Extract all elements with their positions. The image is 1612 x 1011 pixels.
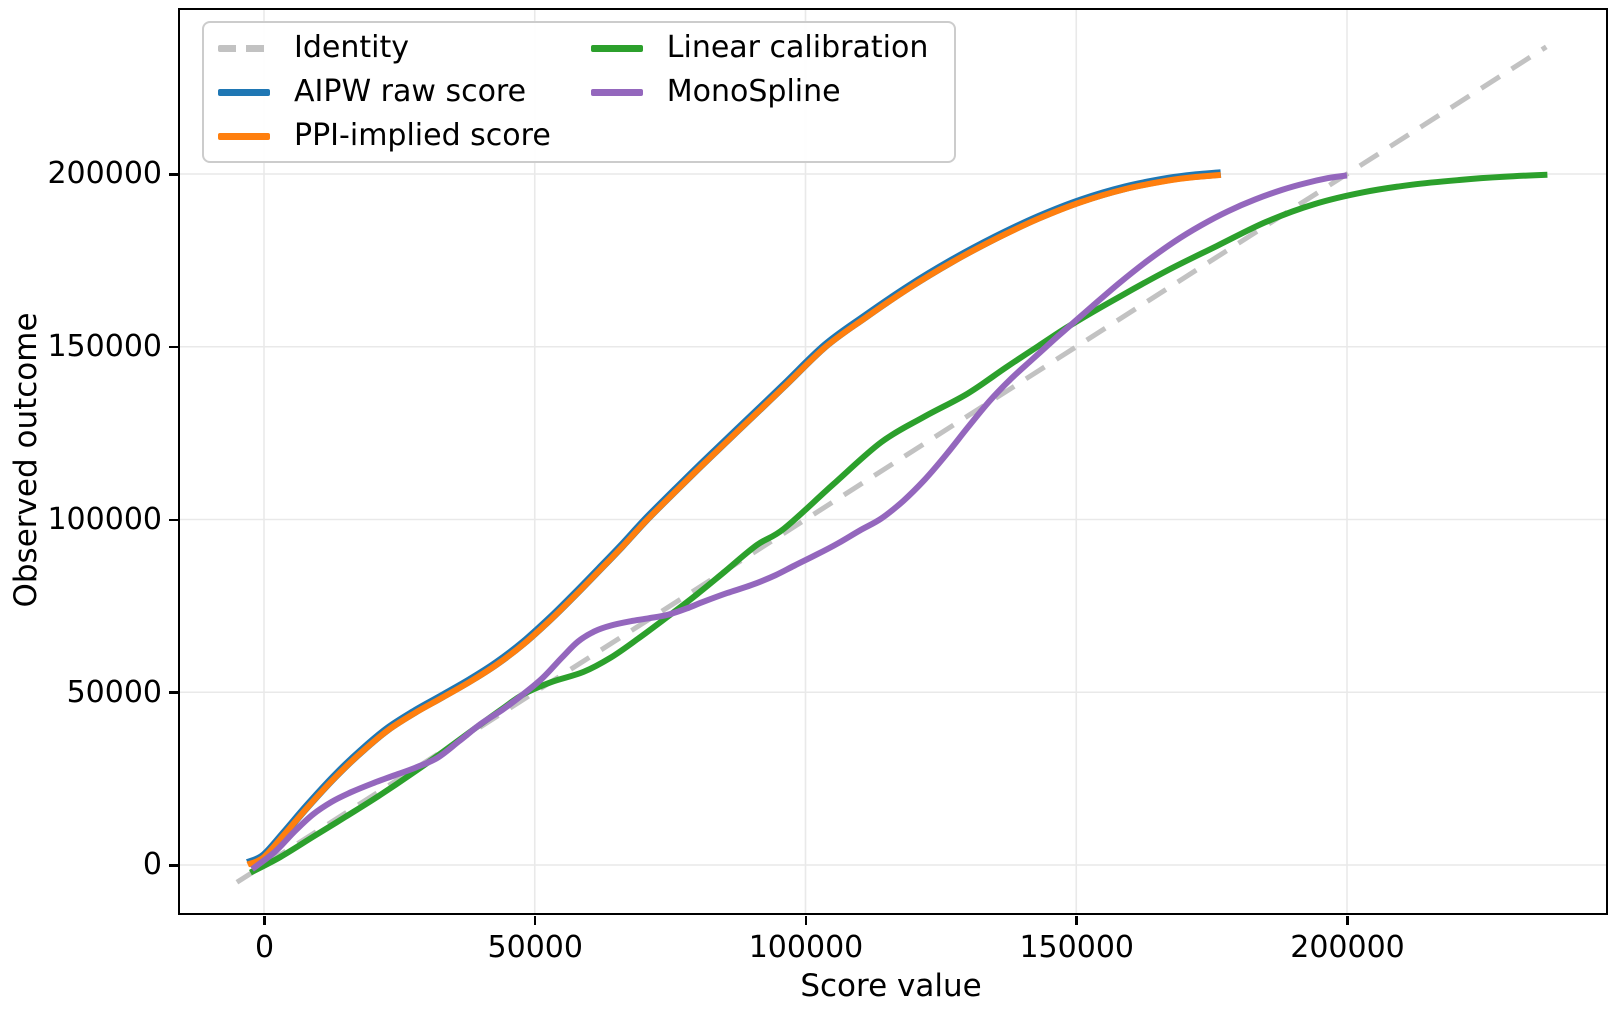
legend-swatch — [218, 132, 270, 140]
y-tick-label: 150000 — [47, 329, 162, 365]
legend: Identity AIPW raw score PPI-implied score L… — [202, 21, 957, 163]
y-tick-mark — [169, 518, 178, 522]
series-ppi-implied-score — [246, 171, 1222, 868]
series-linear-calibration — [249, 171, 1548, 876]
y-tick-mark — [169, 345, 178, 349]
x-tick-label: 150000 — [1019, 930, 1134, 965]
legend-entry-linear-calibration: Linear calibration — [590, 28, 929, 68]
legend-label: PPI-implied score — [294, 118, 551, 153]
legend-swatch — [218, 44, 270, 52]
x-tick-label: 50000 — [487, 930, 583, 965]
x-tick-label: 0 — [254, 930, 275, 965]
plot-area: Identity AIPW raw score PPI-implied score L… — [178, 8, 1608, 915]
legend-label: MonoSpline — [666, 74, 841, 109]
series-monospline — [250, 172, 1348, 872]
x-tick-mark — [263, 916, 266, 925]
legend-label: Identity — [294, 30, 409, 65]
y-tick-label: 200000 — [47, 156, 162, 192]
legend-label: AIPW raw score — [294, 74, 527, 109]
y-tick-label: 0 — [142, 847, 162, 883]
legend-swatch — [590, 44, 643, 52]
x-tick-mark — [1075, 916, 1078, 925]
legend-label: Linear calibration — [666, 30, 929, 65]
y-tick-label: 100000 — [47, 501, 162, 537]
legend-entry-monospline: MonoSpline — [590, 72, 929, 112]
legend-swatch — [590, 88, 643, 96]
y-tick-label: 50000 — [66, 674, 162, 710]
y-tick-mark — [169, 691, 178, 694]
legend-entry-aipw-raw-score: AIPW raw score — [218, 72, 551, 112]
x-tick-mark — [804, 916, 808, 925]
y-axis-title: Observed outcome — [8, 311, 44, 608]
legend-entry-identity: Identity — [218, 28, 551, 68]
y-tick-mark — [169, 864, 178, 867]
x-tick-mark — [1346, 916, 1349, 925]
legend-entry-ppi-implied-score: PPI-implied score — [218, 116, 551, 156]
x-tick-label: 100000 — [748, 930, 864, 965]
x-axis-title: Score value — [800, 968, 982, 1004]
y-tick-mark — [169, 173, 178, 176]
x-tick-mark — [533, 916, 537, 925]
chart-canvas — [180, 10, 1606, 913]
x-tick-label: 200000 — [1290, 930, 1405, 965]
series-aipw-raw-score — [245, 169, 1222, 868]
legend-swatch — [218, 88, 270, 96]
